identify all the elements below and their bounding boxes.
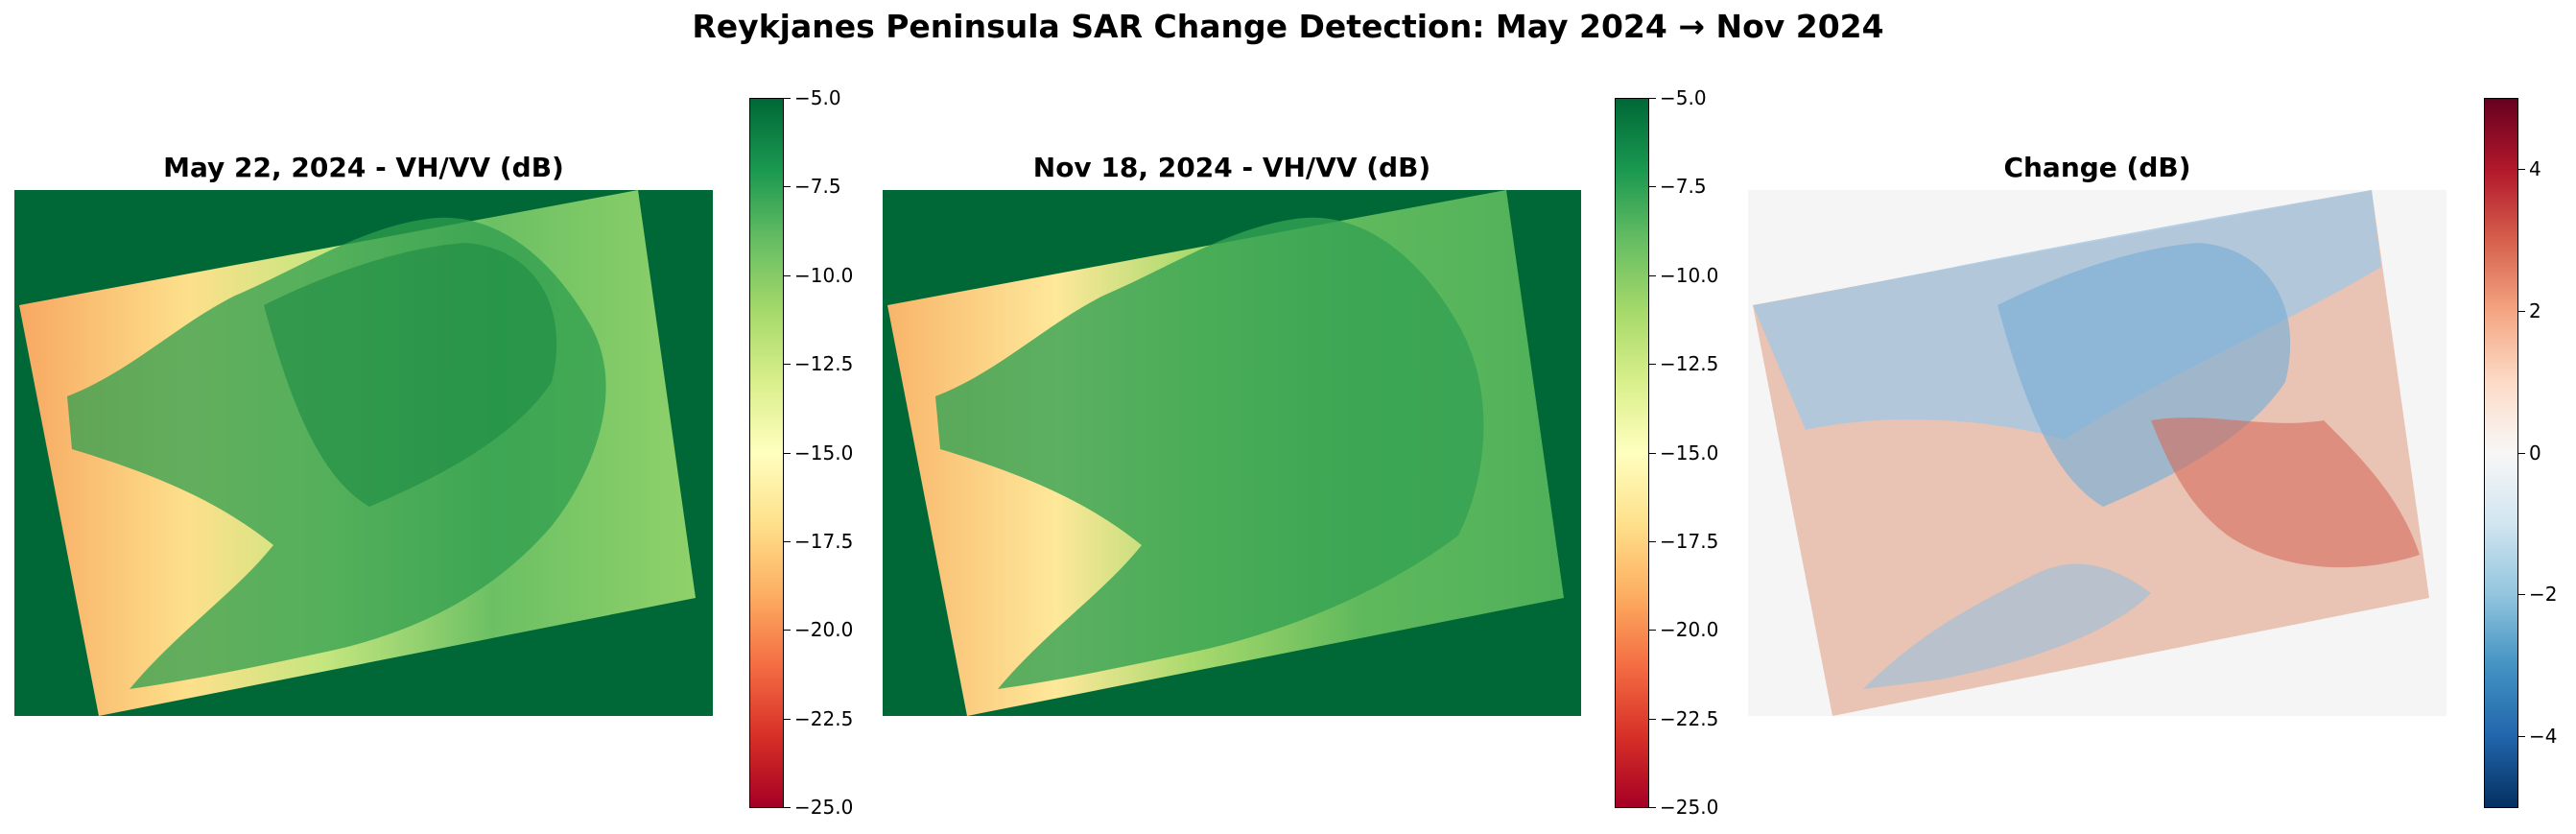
colorbar-tick-label: −22.5 <box>794 707 854 730</box>
colorbar-tick-label: −17.5 <box>1660 530 1719 553</box>
colorbar-tick-mark <box>1649 453 1656 454</box>
figure-suptitle: Reykjanes Peninsula SAR Change Detection… <box>692 8 1884 45</box>
colorbar-tick-label: −10.0 <box>794 264 854 287</box>
colorbar-tick-label: 4 <box>2529 157 2541 180</box>
sar-scene-change <box>1753 190 2429 716</box>
sar-scene-may <box>19 190 696 716</box>
colorbar-tick-mark <box>784 364 791 365</box>
colorbar-tick-label: −22.5 <box>1660 707 1719 730</box>
colorbar-tick-mark <box>2518 594 2525 595</box>
colorbar-tick-mark <box>2518 169 2525 170</box>
colorbar-tick-mark <box>784 630 791 631</box>
sar-image-nov <box>883 190 1581 716</box>
panel-title-change: Change (dB) <box>2003 152 2191 183</box>
colorbar-nov <box>1615 98 1649 808</box>
colorbar-tick-mark <box>2518 311 2525 312</box>
colorbar-tick-mark <box>2518 453 2525 454</box>
colorbar-tick-label: −25.0 <box>794 796 854 819</box>
sar-scene-nov <box>887 190 1564 716</box>
colorbar-tick-mark <box>1649 807 1656 808</box>
panel-title-may: May 22, 2024 - VH/VV (dB) <box>163 152 564 183</box>
colorbar-tick-label: −17.5 <box>794 530 854 553</box>
colorbar-tick-label: −15.0 <box>794 441 854 465</box>
colorbar-tick-label: −25.0 <box>1660 796 1719 819</box>
colorbar-tick-label: −2 <box>2529 583 2558 606</box>
colorbar-tick-label: −15.0 <box>1660 441 1719 465</box>
colorbar-tick-mark <box>784 807 791 808</box>
colorbar-tick-label: −20.0 <box>1660 618 1719 641</box>
colorbar-tick-mark <box>1649 541 1656 542</box>
colorbar-tick-mark <box>1649 719 1656 720</box>
panel-title-nov: Nov 18, 2024 - VH/VV (dB) <box>1032 152 1431 183</box>
colorbar-tick-label: −5.0 <box>794 86 841 109</box>
colorbar-tick-mark <box>1649 630 1656 631</box>
colorbar-tick-mark <box>1649 275 1656 276</box>
colorbar-tick-label: −10.0 <box>1660 264 1719 287</box>
sar-change-image <box>1748 190 2446 716</box>
colorbar-tick-mark <box>784 719 791 720</box>
colorbar-tick-mark <box>784 98 791 99</box>
colorbar-tick-label: −12.5 <box>794 352 854 375</box>
colorbar-tick-label: −4 <box>2529 725 2558 748</box>
colorbar-tick-label: −7.5 <box>1660 175 1707 198</box>
colorbar-tick-mark <box>1649 364 1656 365</box>
colorbar-tick-mark <box>1649 98 1656 99</box>
sar-image-may <box>14 190 713 716</box>
colorbar-tick-mark <box>2518 736 2525 737</box>
colorbar-tick-mark <box>784 186 791 187</box>
colorbar-tick-label: −5.0 <box>1660 86 1707 109</box>
colorbar-change <box>2484 98 2518 808</box>
colorbar-tick-mark <box>784 275 791 276</box>
colorbar-tick-label: −20.0 <box>794 618 854 641</box>
colorbar-tick-mark <box>784 541 791 542</box>
colorbar-tick-label: −7.5 <box>794 175 841 198</box>
colorbar-tick-mark <box>1649 186 1656 187</box>
colorbar-may <box>749 98 784 808</box>
colorbar-tick-mark <box>784 453 791 454</box>
colorbar-tick-label: −12.5 <box>1660 352 1719 375</box>
colorbar-tick-label: 2 <box>2529 299 2541 322</box>
colorbar-tick-label: 0 <box>2529 441 2541 465</box>
